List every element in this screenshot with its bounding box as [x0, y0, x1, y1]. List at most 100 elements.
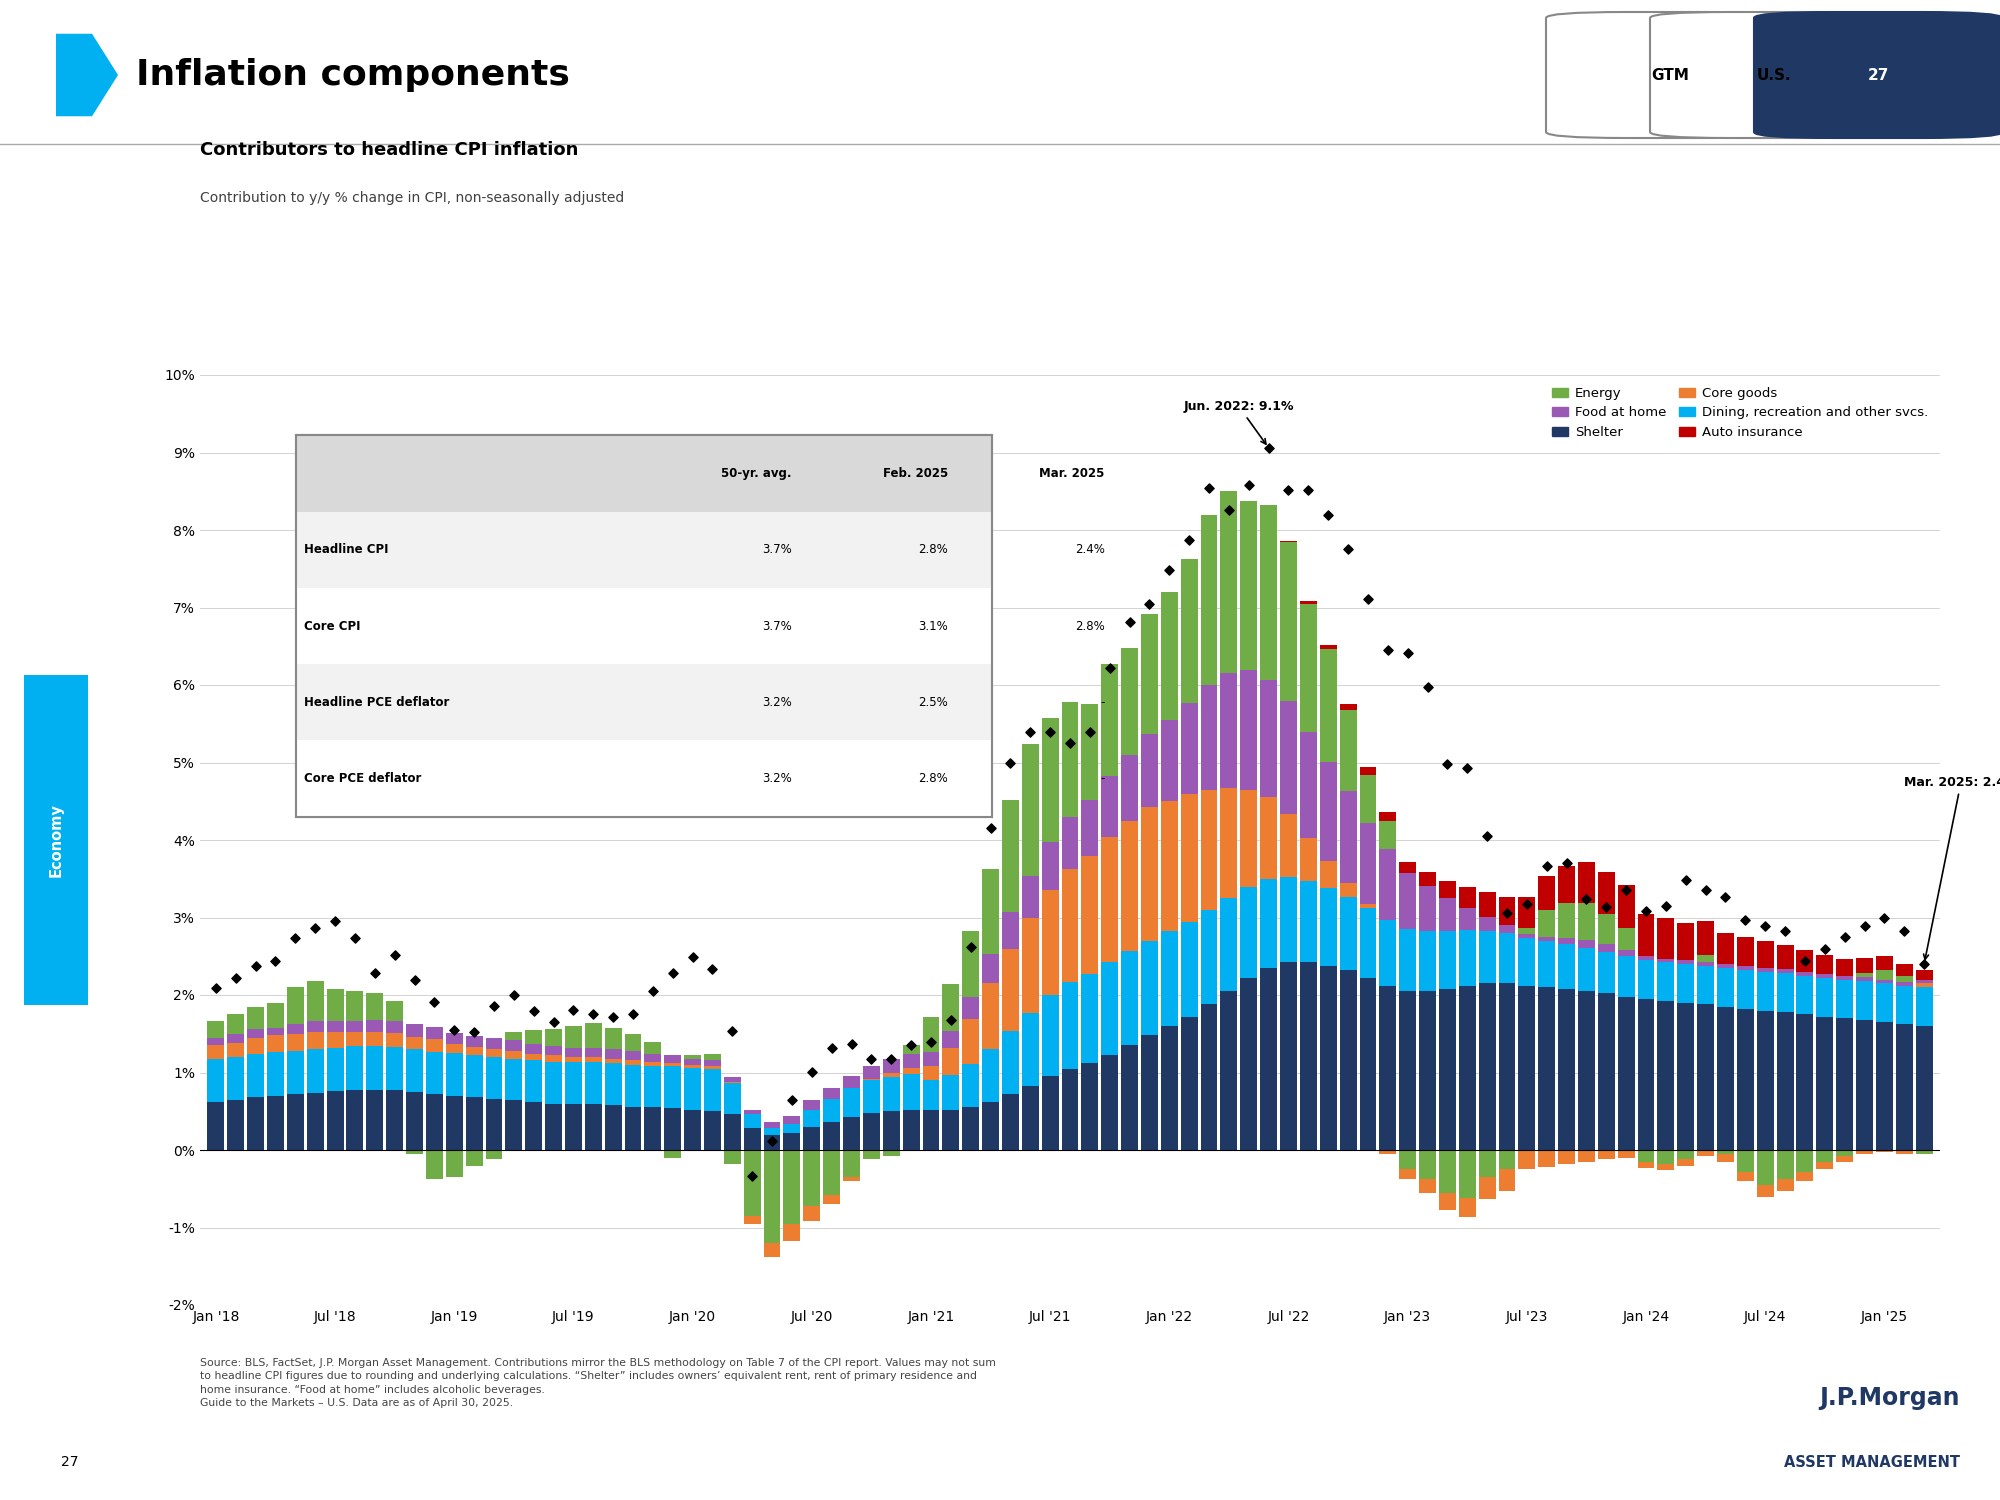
Bar	[1916, 980, 1932, 984]
Bar	[1916, 987, 1932, 1026]
Point	[240, 954, 272, 978]
Bar	[1736, 970, 1754, 1010]
Point	[716, 1019, 748, 1042]
Point	[836, 1032, 868, 1056]
Bar	[844, 1088, 860, 1118]
Bar	[704, 1060, 720, 1066]
Bar	[1240, 789, 1258, 886]
Bar	[644, 1042, 662, 1054]
Point	[1114, 610, 1146, 634]
Bar	[1022, 1086, 1038, 1150]
Bar	[1598, 915, 1614, 944]
Bar	[406, 1024, 422, 1036]
Point	[1650, 894, 1682, 918]
Bar	[1478, 984, 1496, 1150]
Bar	[862, 1113, 880, 1150]
Point	[1054, 730, 1086, 754]
Bar	[1538, 876, 1556, 909]
Bar	[684, 1065, 702, 1068]
Bar	[1340, 710, 1356, 791]
Bar	[1300, 880, 1316, 963]
Bar	[1756, 1185, 1774, 1197]
Bar	[286, 1034, 304, 1052]
Bar	[1082, 1064, 1098, 1150]
Point	[378, 942, 410, 966]
Bar	[1438, 1150, 1456, 1192]
Bar	[406, 1036, 422, 1050]
Bar	[1876, 957, 1892, 970]
Point	[358, 962, 390, 986]
Text: 50-yr. avg.: 50-yr. avg.	[722, 466, 792, 480]
Bar	[664, 1056, 682, 1064]
Bar	[1736, 1172, 1754, 1180]
Bar	[882, 1059, 900, 1074]
Bar	[446, 1095, 462, 1150]
Bar	[1160, 1026, 1178, 1150]
Bar	[1002, 1030, 1018, 1094]
Bar	[1678, 1150, 1694, 1160]
Bar	[1658, 1150, 1674, 1164]
Bar	[784, 1150, 800, 1224]
Bar	[1280, 963, 1296, 1150]
Bar	[1776, 1013, 1794, 1150]
FancyBboxPatch shape	[296, 435, 992, 816]
Bar	[604, 1028, 622, 1050]
Bar	[1618, 928, 1634, 950]
Bar	[248, 1054, 264, 1098]
Point	[220, 966, 252, 990]
Point	[876, 1047, 908, 1071]
Bar	[1260, 879, 1278, 968]
Bar	[486, 1058, 502, 1100]
Bar	[1718, 968, 1734, 1006]
Bar	[1458, 886, 1476, 908]
Bar	[1320, 650, 1336, 762]
Bar	[982, 954, 998, 984]
Bar	[1538, 909, 1556, 938]
Bar	[882, 1150, 900, 1156]
Bar	[1042, 891, 1058, 995]
Point	[260, 950, 292, 974]
Text: GTM: GTM	[1652, 68, 1688, 82]
Bar	[1916, 984, 1932, 987]
Bar	[406, 1050, 422, 1092]
Bar	[426, 1028, 442, 1039]
Point	[458, 1020, 490, 1044]
Bar	[764, 1150, 780, 1244]
Bar	[1896, 975, 1912, 982]
Point	[1590, 894, 1622, 918]
Bar	[1240, 669, 1258, 789]
Bar	[1756, 968, 1774, 972]
Bar	[1420, 930, 1436, 992]
Bar	[664, 1108, 682, 1150]
Bar	[1300, 963, 1316, 1150]
Bar	[1736, 966, 1754, 970]
Bar	[1400, 1150, 1416, 1170]
Bar	[644, 1062, 662, 1065]
Bar	[1380, 849, 1396, 920]
Point	[1610, 879, 1642, 903]
Bar	[1756, 940, 1774, 968]
Bar	[564, 1047, 582, 1058]
Bar	[962, 1064, 980, 1107]
Point	[736, 1164, 768, 1188]
Bar	[406, 1150, 422, 1154]
Point	[300, 915, 332, 939]
Point	[1332, 537, 1364, 561]
Bar	[704, 1066, 720, 1070]
Bar	[1518, 897, 1536, 927]
Point	[1452, 756, 1484, 780]
Bar	[1102, 837, 1118, 963]
Text: 2.8%: 2.8%	[918, 772, 948, 784]
Bar	[902, 1044, 920, 1054]
Bar	[1816, 1150, 1834, 1161]
Point	[320, 909, 352, 933]
Bar	[1658, 918, 1674, 958]
Bar	[546, 1046, 562, 1056]
Bar	[604, 1064, 622, 1106]
Bar	[1062, 1068, 1078, 1150]
Bar	[1718, 1154, 1734, 1161]
Bar	[624, 1107, 642, 1150]
Bar	[1558, 938, 1576, 944]
Bar	[286, 1024, 304, 1033]
Text: 3.7%: 3.7%	[762, 620, 792, 633]
